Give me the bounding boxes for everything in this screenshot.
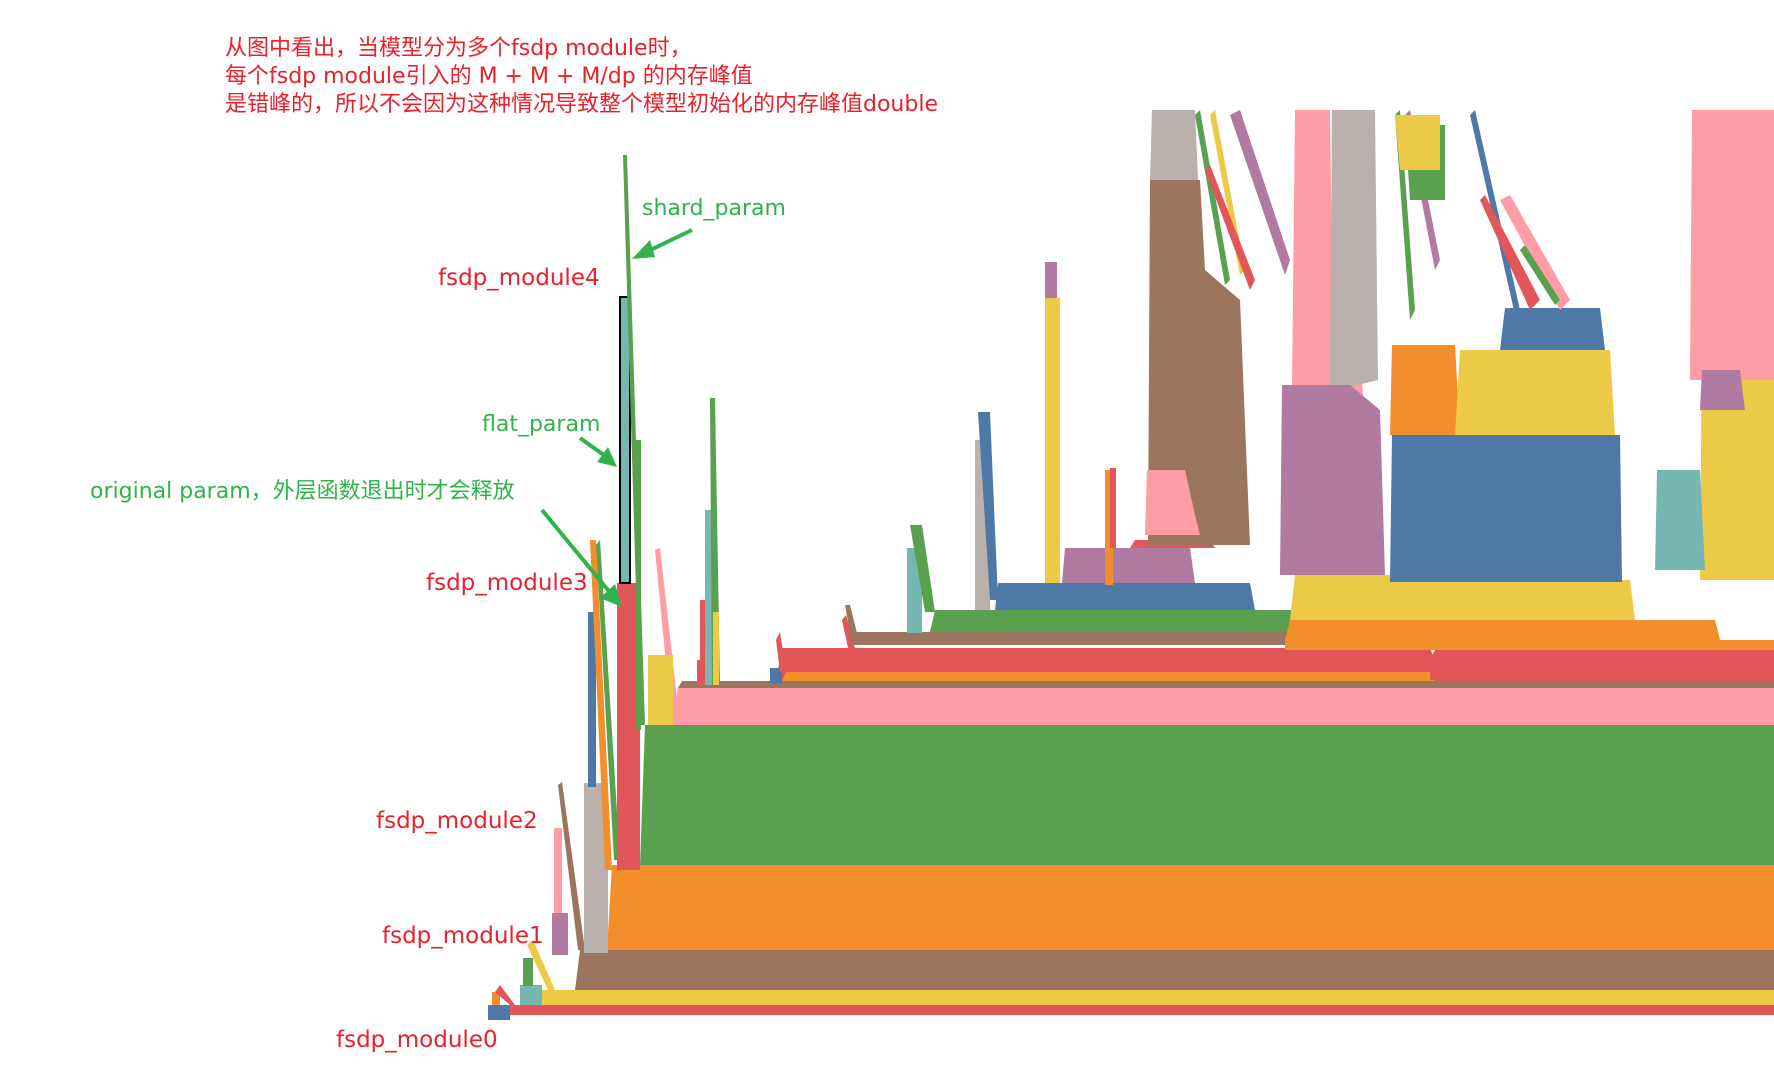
band-teal-right	[1655, 470, 1705, 570]
module-label-2: fsdp_module2	[376, 808, 538, 834]
module3-spike	[584, 540, 620, 953]
note-line-3: 是错峰的，所以不会因为这种情况导致整个模型初始化的内存峰值double	[225, 92, 938, 117]
flat-param-arrowhead	[597, 447, 617, 467]
module0-spike	[488, 985, 515, 1020]
layer-module3-green	[640, 725, 1774, 865]
layer-module1-brown	[575, 950, 1774, 990]
band-purple-right	[1700, 370, 1745, 410]
note-line-2: 每个fsdp module引入的 M + M + M/dp 的内存峰值	[225, 64, 753, 89]
layer-brown-thin	[678, 681, 1774, 688]
band-red-right	[1430, 650, 1774, 680]
shard-param-arrowhead	[632, 240, 655, 259]
module-label-4: fsdp_module4	[438, 265, 600, 291]
band-pink-right	[1690, 110, 1774, 380]
note: 从图中看出，当模型分为多个fsdp module时， 每个fsdp module…	[225, 36, 938, 117]
layer-blue-band	[995, 583, 1255, 610]
band-blue-upper	[1500, 308, 1605, 350]
original-param-block	[617, 583, 640, 870]
module-label-3: fsdp_module3	[426, 570, 588, 596]
shard-param-label: shard_param	[642, 196, 786, 221]
layer-purple-band	[1062, 548, 1195, 583]
original-param-arrowhead	[600, 584, 622, 607]
band-purple-mid	[1280, 385, 1385, 575]
layer-green-band	[930, 610, 1310, 632]
small-spikes	[648, 262, 1116, 725]
original-param-label: original param，外层函数退出时才会释放	[90, 479, 515, 504]
right-bands	[1145, 110, 1774, 680]
layer-module4-pink	[672, 688, 1774, 725]
layer-module0-red	[488, 1005, 1774, 1015]
layer-brown-band	[850, 632, 1355, 645]
band-yellow-right	[1290, 575, 1635, 620]
band-brown-upper	[1148, 180, 1250, 545]
module-label-0: fsdp_module0	[336, 1027, 498, 1053]
module4-spike	[617, 155, 645, 870]
band-blue-right	[1390, 435, 1622, 582]
flat-param-block	[619, 296, 631, 584]
band-gray-upper	[1330, 110, 1378, 392]
module1-spike	[520, 940, 555, 1005]
original-param-arrow	[540, 508, 614, 597]
band-gray-left	[1150, 110, 1198, 180]
band-orange-right	[1285, 620, 1774, 650]
note-line-1: 从图中看出，当模型分为多个fsdp module时，	[225, 36, 692, 61]
layer-module0-yellow	[535, 990, 1774, 1005]
module-label-1: fsdp_module1	[382, 923, 544, 949]
flat-param-label: flat_param	[482, 412, 600, 437]
band-yellow-mid	[1455, 350, 1615, 435]
upper-strips	[1195, 110, 1570, 320]
layer-orange-thin	[782, 672, 1435, 681]
module2-spike	[552, 782, 585, 955]
band-pink-mid	[1145, 470, 1200, 535]
annotation-arrows	[540, 228, 693, 607]
layer-module2-orange	[607, 865, 1774, 950]
band-orange-mid	[1390, 345, 1460, 435]
